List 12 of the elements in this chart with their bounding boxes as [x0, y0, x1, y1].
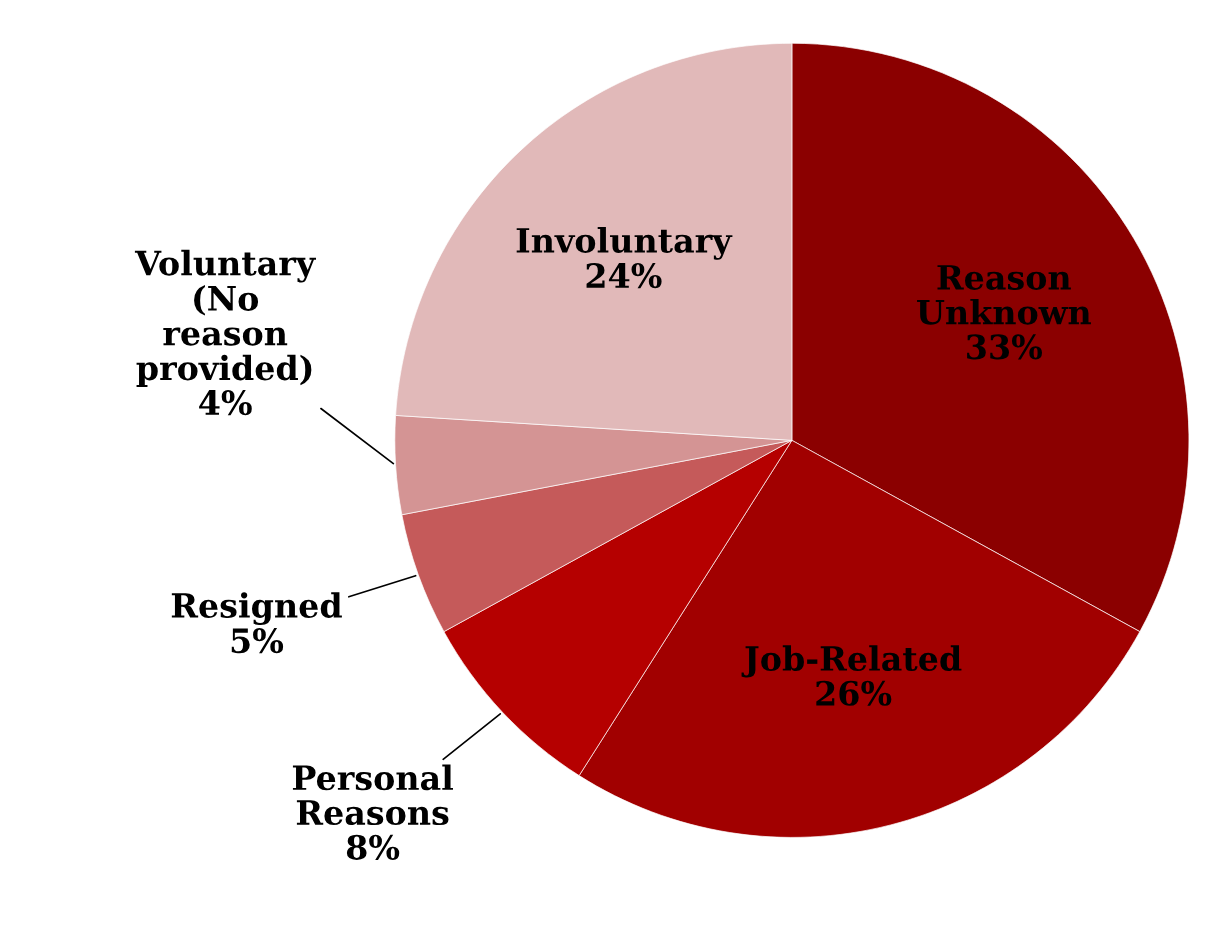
data-label: 4%: [199, 390, 252, 416]
slice-label: Resigned: [171, 592, 342, 625]
slice-label: Voluntary (No reason provided): [134, 249, 317, 387]
slice-label: Involuntary: [516, 227, 733, 260]
slice-label: Job-Related: [741, 645, 962, 678]
data-label: 24%: [586, 262, 662, 289]
slice-label: Reason Unknown: [917, 265, 1091, 325]
data-label: 8%: [346, 834, 400, 860]
slice-label: Personal Reasons: [292, 764, 453, 826]
data-label: 26%: [816, 680, 892, 706]
data-label: 5%: [231, 628, 284, 654]
data-label: 33%: [967, 334, 1043, 360]
